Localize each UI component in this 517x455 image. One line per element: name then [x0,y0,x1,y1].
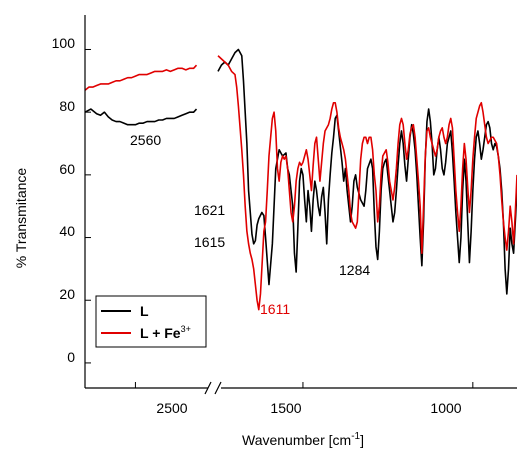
annotation-1284: 1284 [339,262,370,278]
series-line-l-fe [84,55,517,311]
x-tick-label-1000: 1000 [430,400,461,416]
series-layer [84,48,517,311]
legend-box [95,295,207,348]
x-axis-title-superscript: -1 [351,431,360,442]
legend-label-l-fe: L + Fe3+ [140,324,191,341]
series-line-l [84,48,517,295]
annotation-1611: 1611 [260,301,290,317]
legend: L L + Fe3+ [95,295,207,348]
y-tick-label-0: 0 [67,349,75,365]
annotation-2560: 2560 [130,132,161,148]
axis-break-mark-2 [214,381,222,395]
y-tick-label-60: 60 [59,161,75,177]
x-tick-label-2500: 2500 [156,400,187,416]
annotation-1621: 1621 [194,202,225,218]
annotation-1615: 1615 [194,234,225,250]
legend-label-l-fe-main: L + Fe [140,325,181,341]
legend-label-l-fe-superscript: 3+ [181,324,191,334]
x-axis-title: Wavenumber [cm-1] [242,431,364,448]
y-axis-title: % Transmitance [13,168,29,269]
y-tick-label-20: 20 [59,286,75,302]
y-tick-label-40: 40 [59,223,75,239]
legend-label-l: L [140,303,149,319]
axis-break-mark-1 [204,381,212,395]
axes-frame [84,15,517,395]
y-tick-label-80: 80 [59,98,75,114]
y-tick-label-100: 100 [52,35,76,51]
x-axis-title-end: ] [360,432,364,448]
x-tick-label-1500: 1500 [270,400,301,416]
x-axis-title-main: Wavenumber [cm [242,432,351,448]
